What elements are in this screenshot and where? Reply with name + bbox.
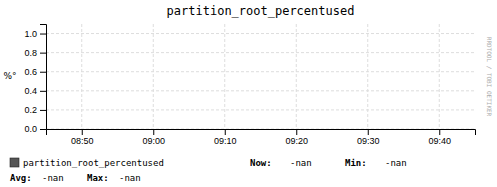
grid-line — [367, 24, 368, 129]
y-label: %° — [3, 71, 16, 81]
tick-mark — [296, 129, 297, 135]
tick: 09:20 — [285, 129, 308, 146]
grid — [46, 24, 475, 129]
tick-mark — [153, 129, 154, 135]
tick: 09:40 — [428, 129, 451, 146]
tick-mark — [40, 53, 46, 54]
tick: 1.0 — [24, 29, 46, 39]
grid-line — [153, 24, 154, 129]
grid-line — [46, 71, 475, 72]
side-label: RRDTOOL / TOBI OETIKER — [486, 37, 493, 117]
tick: 0.6 — [24, 67, 46, 77]
grid-line — [81, 24, 82, 129]
axis-line — [40, 25, 47, 130]
grid-line — [46, 33, 475, 34]
tick-label: 0.4 — [24, 86, 37, 96]
chart: 0.0 0.2 0.4 0.6 0.8 1.0 08:50 09:00 09:10 09:20 09… — [0, 0, 497, 187]
grid-line — [224, 24, 225, 129]
tick-mark — [40, 129, 46, 130]
tick-label: 0.6 — [24, 67, 37, 77]
grid-line — [439, 24, 440, 129]
grid-line — [46, 90, 475, 91]
title: partition_root_percentused — [167, 4, 355, 18]
legend-stat-value: -nan — [42, 173, 64, 183]
tick-mark — [40, 91, 46, 92]
tick-mark — [225, 129, 226, 135]
legend-label: partition_root_percentused — [23, 158, 164, 168]
legend-stat-value: -nan — [119, 173, 141, 183]
tick: 09:00 — [142, 129, 165, 146]
y-axis: 0.0 0.2 0.4 0.6 0.8 1.0 — [24, 25, 46, 135]
legend-stat-label: Avg: — [10, 173, 32, 183]
tick: 09:30 — [357, 129, 380, 146]
tick-label: 0.0 — [24, 124, 37, 134]
tick-label: 09:40 — [428, 136, 451, 146]
tick-label: 0.8 — [24, 48, 37, 58]
tick: 0.0 — [24, 124, 46, 134]
legend-stat-value: -nan — [385, 158, 407, 168]
axis-line — [47, 130, 476, 136]
tick-mark — [40, 72, 46, 73]
legend-stat-value: -nan — [290, 158, 312, 168]
legend-swatch — [10, 158, 19, 167]
tick: 0.8 — [24, 48, 46, 58]
tick: 0.2 — [24, 105, 46, 115]
legend-stat-label: Now: — [250, 158, 272, 168]
tick-label: 0.2 — [24, 105, 37, 115]
plot: 0.0 0.2 0.4 0.6 0.8 1.0 08:50 09:00 09:10 09:20 09… — [24, 24, 475, 146]
tick-label: 09:10 — [214, 136, 237, 146]
grid-line — [296, 24, 297, 129]
tick-mark — [439, 129, 440, 135]
tick-label: 09:30 — [357, 136, 380, 146]
tick-label: 08:50 — [71, 136, 94, 146]
tick: 08:50 — [71, 129, 94, 146]
tick-mark — [368, 129, 369, 135]
tick-mark — [40, 110, 46, 111]
legend: partition_root_percentused Now: -nan Min: -n… — [10, 158, 407, 183]
tick: 0.4 — [24, 86, 46, 96]
legend-stat-label: Max: — [87, 173, 109, 183]
x-axis: 08:50 09:00 09:10 09:20 09:30 09:40 — [47, 129, 476, 146]
tick-mark — [40, 34, 46, 35]
legend-stat-label: Min: — [345, 158, 367, 168]
tick-label: 09:00 — [142, 136, 165, 146]
tick-mark — [82, 129, 83, 135]
grid-line — [46, 52, 475, 53]
tick: 09:10 — [214, 129, 237, 146]
tick-label: 1.0 — [24, 29, 37, 39]
tick-label: 09:20 — [285, 136, 308, 146]
grid-line — [46, 109, 475, 110]
